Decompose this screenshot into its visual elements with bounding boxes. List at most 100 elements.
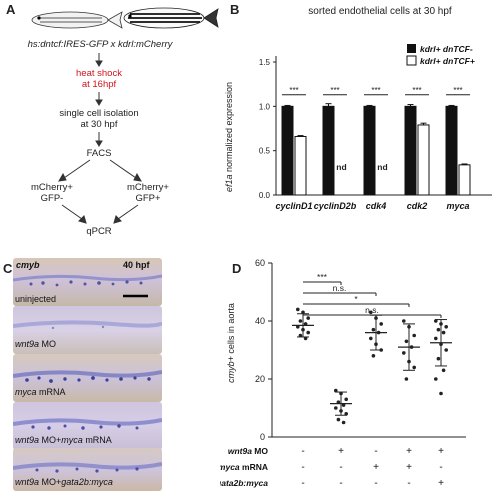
sig-label: *** <box>330 86 339 95</box>
sig-label: *** <box>371 86 380 95</box>
data-point <box>404 339 409 344</box>
condition-mark: + <box>438 446 444 457</box>
sig-label: n.s. <box>333 283 347 293</box>
category-label: cyclinD1 <box>275 201 312 211</box>
data-point <box>402 351 406 355</box>
caption-wnt9a-mo-myca-mrna: wnt9a MO+myca mRNA <box>15 435 112 445</box>
data-point <box>306 330 310 335</box>
data-point <box>412 365 416 370</box>
bar-cdk2-minus <box>404 105 417 196</box>
chart-d-ylabel: cmyb+ cells in aorta <box>226 303 236 383</box>
data-point <box>444 325 448 329</box>
category-label: cyclinD2b <box>314 201 357 211</box>
embryo-image-wnt9a-mo-myca-mrna: wnt9a MO+myca mRNA <box>13 402 162 450</box>
data-point <box>441 330 446 335</box>
data-point <box>371 327 376 332</box>
data-point <box>336 417 341 422</box>
data-point <box>439 391 443 396</box>
data-point <box>379 322 383 326</box>
sig-label: * <box>354 294 358 304</box>
striped-zebrafish-icon <box>123 7 219 29</box>
embryo-image-uninjected: cmyb 40 hpf uninjected <box>13 258 162 306</box>
panel-a-label: A <box>6 2 16 17</box>
isolation-label: single cell isolation at 30 hpf <box>59 108 139 130</box>
embryo-image-wnt9a-mo-gata2b-myca: wnt9a MO+gata2b:myca <box>13 448 162 491</box>
condition-mark: - <box>374 478 377 489</box>
data-point <box>434 319 438 323</box>
bar-chart: sorted endothelial cells at 30 hpf ef1a … <box>224 6 492 211</box>
cross-label: hs:dntcf:IRES-GFP x kdrl:mCherry <box>27 39 173 50</box>
y-tick-label: 1.5 <box>259 58 271 67</box>
sig-label: *** <box>453 86 462 95</box>
data-point <box>306 316 310 320</box>
panel-d-label: D <box>232 261 242 276</box>
y-tick-label: 0 <box>260 432 265 442</box>
bar-cyclinD1-minus <box>281 105 294 196</box>
left-sort-label: mCherry+ GFP- <box>31 182 73 204</box>
data-point <box>344 412 348 416</box>
condition-mark: + <box>373 462 379 473</box>
bar-cyclinD2b-minus <box>322 105 335 196</box>
condition-label: myca mRNA <box>220 462 268 472</box>
panel-a-diagram <box>31 7 219 224</box>
data-point <box>344 397 348 402</box>
data-point <box>303 336 308 341</box>
data-point <box>298 319 303 323</box>
y-tick-label: 60 <box>255 258 265 268</box>
data-point <box>402 319 406 323</box>
y-tick-label: 40 <box>255 316 265 326</box>
right-sort-label: mCherry+ GFP+ <box>127 182 169 204</box>
legend-minus: kdrl+ dnTCF- <box>420 44 473 54</box>
legend-swatch-plus <box>406 55 417 66</box>
data-point <box>436 356 441 361</box>
condition-mark: + <box>438 478 444 489</box>
data-point <box>434 377 438 381</box>
condition-mark: - <box>339 462 342 473</box>
nd-label: nd <box>336 162 346 172</box>
sig-label: *** <box>289 86 298 95</box>
data-point <box>404 377 409 381</box>
category-label: myca <box>446 201 469 211</box>
condition-mark: + <box>406 462 412 473</box>
legend-plus: kdrl+ dnTCF+ <box>420 56 475 66</box>
bar-cyclinD1-plus <box>294 135 307 196</box>
data-point <box>434 336 438 341</box>
y-tick-label: 1.0 <box>259 102 271 111</box>
embryo-image-wnt9a-mo: wnt9a MO <box>13 306 162 354</box>
sig-label: *** <box>412 86 421 95</box>
data-point <box>369 310 373 315</box>
condition-mark: + <box>406 446 412 457</box>
bar-cdk2-plus <box>417 124 430 196</box>
caption-uninjected: uninjected <box>15 294 57 304</box>
data-point <box>412 333 416 338</box>
caption-myca-mrna: myca mRNA <box>15 387 66 397</box>
stain-title: cmyb <box>16 260 40 270</box>
condition-mark: - <box>439 462 442 473</box>
data-point <box>341 420 346 425</box>
condition-mark: - <box>301 462 304 473</box>
condition-mark: - <box>339 478 342 489</box>
data-point <box>369 336 373 341</box>
data-point <box>334 406 338 410</box>
data-point <box>436 327 441 332</box>
data-point <box>441 368 446 373</box>
sig-label: n.s. <box>365 305 379 315</box>
condition-mark: - <box>374 446 377 457</box>
bar-myca-minus <box>445 105 458 196</box>
bar-cdk4-minus <box>363 105 376 196</box>
chart-b-title: sorted endothelial cells at 30 hpf <box>308 6 452 17</box>
zebrafish-icon <box>31 11 123 29</box>
sig-label: *** <box>317 272 328 282</box>
caption-wnt9a-mo: wnt9a MO <box>15 339 57 349</box>
heat-shock-label: heat shock at 16hpf <box>76 68 122 90</box>
category-label: cdk4 <box>366 201 387 211</box>
data-point <box>301 310 305 315</box>
y-tick-label: 20 <box>255 374 265 384</box>
stage-label: 40 hpf <box>123 260 150 270</box>
category-label: cdk2 <box>407 201 428 211</box>
y-tick-label: 0.0 <box>259 191 271 200</box>
panel-b-label: B <box>230 2 240 17</box>
legend-swatch-minus <box>407 44 416 53</box>
chart-b-ylabel: ef1a normalized expression <box>224 82 234 192</box>
data-point <box>371 354 376 358</box>
